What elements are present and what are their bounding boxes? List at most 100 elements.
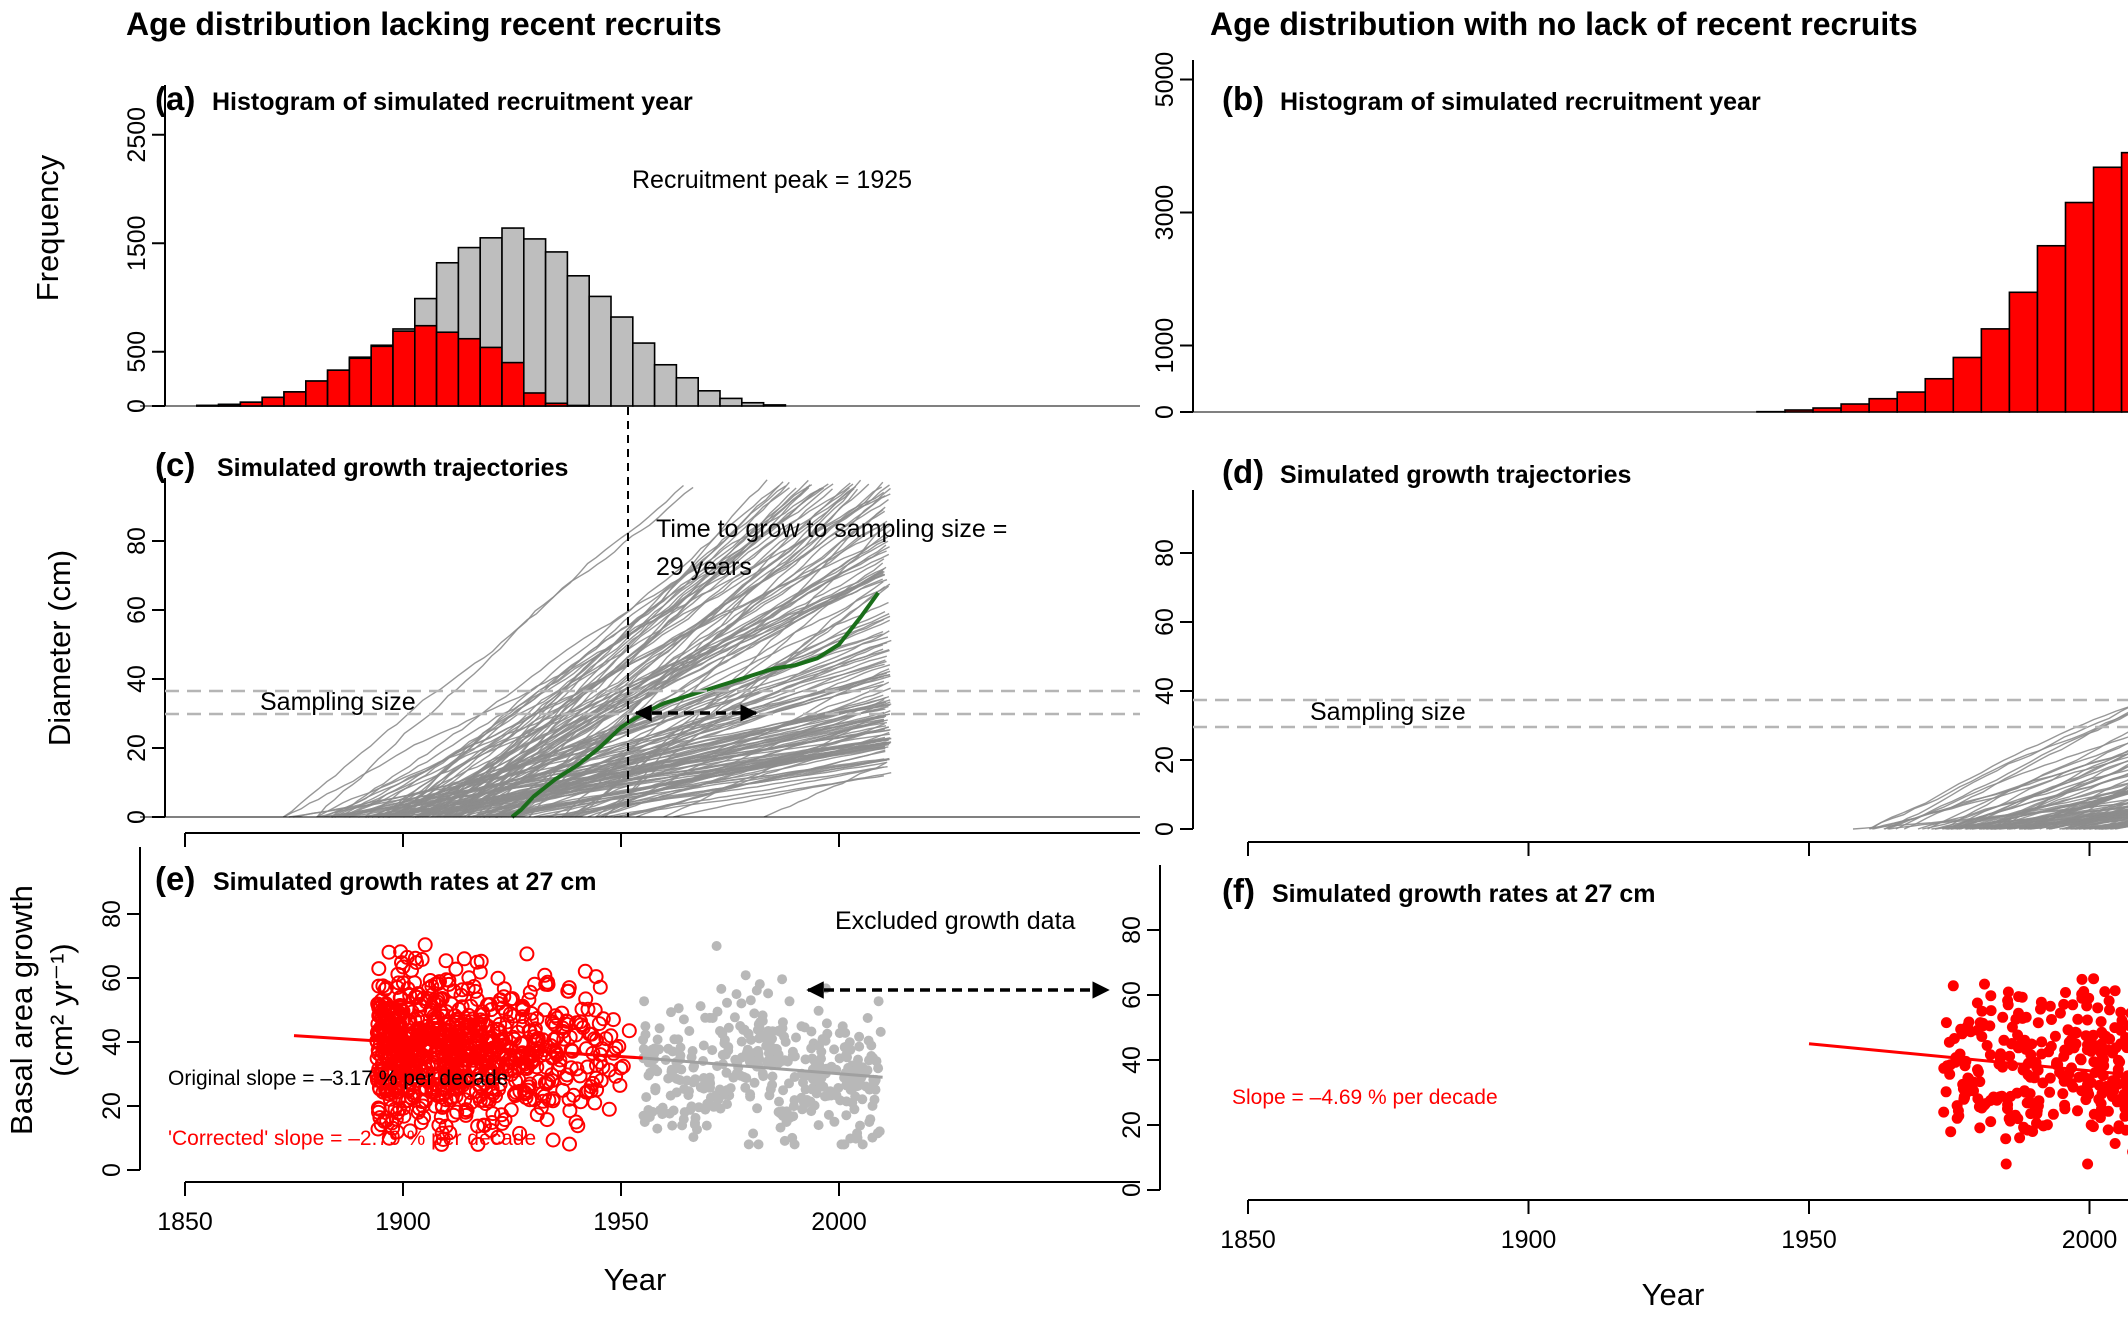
- bar-1990: [2008, 291, 2039, 413]
- excluded-point: [875, 1026, 886, 1037]
- growth-point: [1985, 1116, 1997, 1128]
- trajectory: [2027, 810, 2128, 830]
- excluded-point: [701, 1076, 712, 1087]
- excluded-point: [752, 1103, 763, 1114]
- original-slope-annotation: Original slope = –3.17 % per decade: [168, 1067, 508, 1090]
- excluded-point: [736, 1036, 747, 1047]
- x-f-tick-label-2000: 2000: [2062, 1226, 2118, 1254]
- bar-1975: [1924, 377, 1955, 413]
- excluded-point: [829, 1044, 840, 1055]
- excluded-point: [667, 1120, 678, 1131]
- x-e-tick-label-1900: 1900: [375, 1208, 431, 1236]
- excluded-point: [740, 970, 751, 981]
- y-f-tick-label-20: 20: [1118, 1111, 1146, 1139]
- included-point: [437, 1066, 453, 1082]
- included-point: [398, 1093, 414, 1109]
- growth-point: [1945, 1126, 1957, 1138]
- included-point: [416, 991, 432, 1006]
- excluded-point: [757, 1068, 768, 1079]
- included-point: [578, 991, 594, 1007]
- excluded-point: [810, 1056, 820, 1067]
- excluded-point: [688, 1132, 699, 1143]
- excluded-point: [723, 1022, 734, 1033]
- included-point: [393, 990, 409, 1006]
- y-f-tick-label-40: 40: [1118, 1046, 1146, 1074]
- y-b-tick-label-1000: 1000: [1151, 318, 1179, 374]
- growth-point: [2098, 1060, 2110, 1072]
- included-point: [476, 1117, 492, 1133]
- growth-point: [1952, 1105, 1964, 1117]
- included-point: [397, 1067, 413, 1083]
- included-point: [371, 978, 387, 994]
- excluded-point: [761, 1040, 772, 1051]
- growth-trajectories-c: [282, 479, 892, 818]
- y-e-tick-label-20: 20: [98, 1092, 126, 1120]
- included-point: [613, 1060, 629, 1076]
- growth-point: [2041, 1119, 2053, 1131]
- time-to-grow-annotation-line1: Time to grow to sampling size =: [656, 515, 1007, 543]
- included-point: [503, 1102, 519, 1118]
- recruitment-peak-annotation: Recruitment peak = 1925: [632, 166, 912, 194]
- growth-point: [2095, 1016, 2107, 1028]
- growth-point: [1994, 1091, 2006, 1103]
- growth-point: [2080, 1094, 2092, 1106]
- growth-point: [1985, 1005, 1997, 1017]
- excluded-point: [719, 1034, 730, 1045]
- included-point: [417, 1055, 433, 1071]
- growth-point: [2109, 1138, 2121, 1149]
- included-point: [450, 1075, 466, 1091]
- trajectory: [457, 481, 790, 818]
- trajectory: [2064, 801, 2128, 830]
- bar-total-1950: [610, 316, 634, 407]
- growth-point: [2024, 1088, 2036, 1100]
- excluded-point: [864, 1055, 874, 1066]
- excluded-point: [813, 1120, 824, 1131]
- y-f-tick-label-60: 60: [1118, 981, 1146, 1009]
- growth-point: [2109, 985, 2121, 997]
- excluded-point: [784, 1112, 795, 1123]
- growth-point: [1955, 1023, 1967, 1035]
- excluded-point: [784, 996, 795, 1007]
- excluded-point: [711, 941, 722, 951]
- excluded-point: [736, 998, 747, 1009]
- included-point: [430, 976, 446, 992]
- included-point: [379, 1050, 395, 1066]
- included-point: [568, 1114, 584, 1130]
- included-point: [529, 1040, 545, 1056]
- growth-point: [2120, 1032, 2128, 1043]
- panel-letter-c: (c): [155, 446, 195, 483]
- included-point: [537, 1002, 553, 1018]
- included-point: [562, 1103, 578, 1119]
- bar-2005: [2092, 166, 2123, 413]
- included-point: [569, 1061, 585, 1077]
- excluded-point: [689, 1119, 700, 1130]
- included-point: [391, 1090, 407, 1106]
- growth-point: [2100, 1030, 2112, 1042]
- included-point: [580, 1083, 596, 1099]
- growth-point: [2104, 1004, 2115, 1016]
- included-point: [545, 1093, 561, 1109]
- excluded-point: [673, 1003, 684, 1014]
- included-point: [404, 962, 419, 978]
- included-point: [426, 1008, 442, 1024]
- trajectory: [410, 485, 787, 818]
- growth-point: [2093, 1093, 2105, 1105]
- x-f-tick-label-1850: 1850: [1220, 1226, 1276, 1254]
- included-point: [608, 1040, 624, 1056]
- trajectory: [1950, 742, 2128, 830]
- growth-point: [1979, 978, 1990, 990]
- growth-point: [1981, 1040, 1993, 1051]
- excluded-point: [695, 1001, 706, 1012]
- excluded-point: [753, 1139, 764, 1150]
- excluded-point: [857, 1062, 868, 1073]
- trajectory: [330, 487, 855, 818]
- excluded-point: [654, 1023, 665, 1034]
- trajectory: [398, 486, 810, 818]
- excluded-point: [763, 988, 774, 999]
- panel-b: 0 1000 3000 5000 (b) Histogram of simulated…: [1151, 52, 2128, 419]
- growth-point: [2035, 996, 2047, 1008]
- y-f-tick-label-0: 0: [1118, 1183, 1146, 1197]
- x-e-tick-label-1950: 1950: [593, 1208, 649, 1236]
- y-ticks-d: 0 20 40 60 80: [1151, 539, 1193, 836]
- excluded-growth-points: [638, 941, 886, 1150]
